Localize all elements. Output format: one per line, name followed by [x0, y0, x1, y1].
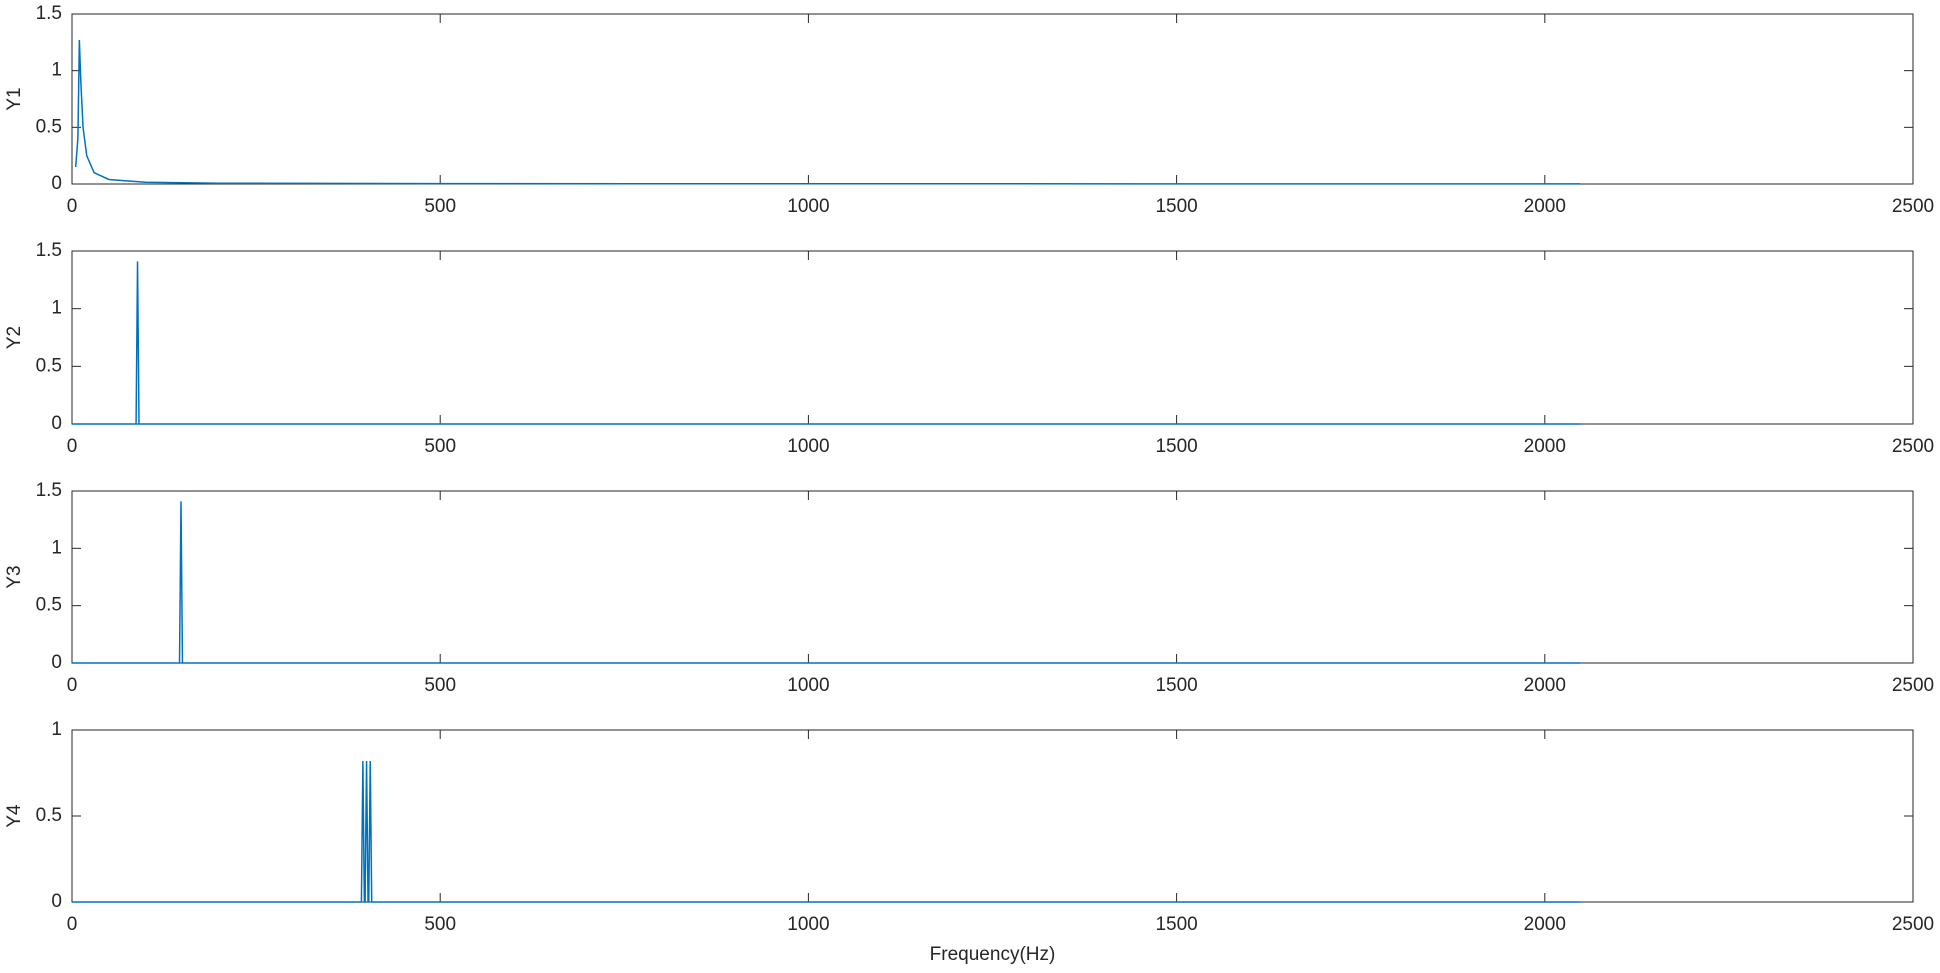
data-line [72, 501, 1581, 664]
y-tick-label: 0 [51, 413, 62, 434]
x-tick-label: 2500 [1892, 436, 1934, 457]
y-axis-label: Y4 [4, 804, 25, 828]
y-tick-label: 0.5 [36, 595, 62, 616]
y-axis-label: Y2 [4, 326, 25, 349]
axes-box [71, 13, 1914, 185]
x-tick-label: 2000 [1524, 914, 1566, 935]
axes-box [71, 250, 1914, 425]
x-tick-label: 0 [67, 675, 78, 696]
x-tick-label: 2000 [1524, 196, 1566, 217]
x-tick-label: 1500 [1155, 196, 1197, 217]
axes-box [71, 729, 1914, 903]
y-tick-label: 0 [51, 173, 62, 194]
x-tick-label: 2500 [1892, 196, 1934, 217]
y-tick-label: 0 [51, 891, 62, 912]
data-line [74, 40, 1581, 185]
data-line [72, 261, 1581, 425]
y-tick-label: 1 [51, 298, 62, 319]
y-axis-label: Y1 [4, 87, 25, 110]
y-tick-label: 0 [51, 652, 62, 673]
x-tick-label: 2500 [1892, 675, 1934, 696]
data-line [72, 760, 1581, 903]
y-tick-label: 1.5 [36, 480, 62, 501]
x-tick-label: 500 [424, 675, 456, 696]
x-tick-label: 1000 [787, 914, 829, 935]
x-tick-label: 2000 [1524, 675, 1566, 696]
x-tick-label: 0 [67, 914, 78, 935]
x-tick-label: 0 [67, 436, 78, 457]
x-tick-label: 2500 [1892, 914, 1934, 935]
x-tick-label: 500 [424, 914, 456, 935]
x-tick-label: 1500 [1155, 436, 1197, 457]
x-tick-label: 0 [67, 196, 78, 217]
x-tick-label: 1500 [1155, 675, 1197, 696]
y-tick-label: 1.5 [36, 240, 62, 261]
axes-box [71, 490, 1914, 664]
y-tick-label: 1.5 [36, 3, 62, 24]
y-tick-label: 1 [51, 537, 62, 558]
x-tick-label: 1500 [1155, 914, 1197, 935]
y-tick-label: 0.5 [36, 805, 62, 826]
y-tick-label: 0.5 [36, 116, 62, 137]
y-tick-label: 1 [51, 60, 62, 81]
x-tick-label: 500 [424, 436, 456, 457]
x-tick-label: 2000 [1524, 436, 1566, 457]
y-tick-label: 0.5 [36, 355, 62, 376]
x-axis-label: Frequency(Hz) [930, 944, 1056, 965]
y-tick-label: 1 [51, 719, 62, 740]
x-tick-label: 1000 [787, 436, 829, 457]
x-tick-label: 1000 [787, 196, 829, 217]
x-tick-label: 1000 [787, 675, 829, 696]
y-axis-label: Y3 [4, 565, 25, 588]
x-tick-label: 500 [424, 196, 456, 217]
